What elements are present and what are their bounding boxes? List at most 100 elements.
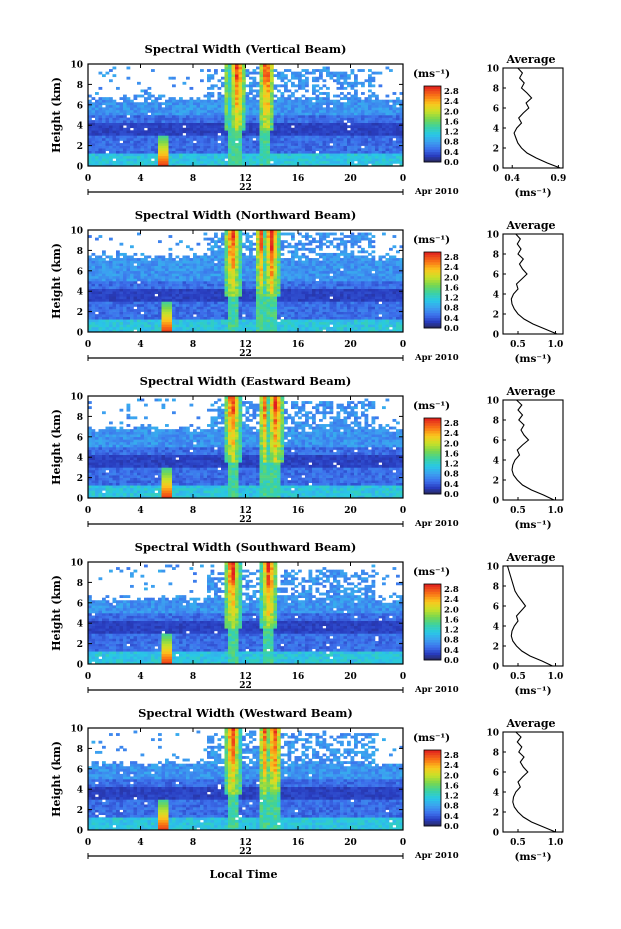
heatmap-cell bbox=[256, 66, 260, 70]
heatmap-cell bbox=[294, 153, 299, 157]
heatmap-cell bbox=[252, 263, 257, 266]
heatmap-cell bbox=[165, 319, 169, 323]
heatmap-cell bbox=[238, 230, 243, 233]
heatmap-cell bbox=[312, 120, 316, 123]
heatmap-cell bbox=[105, 268, 110, 272]
heatmap-cell bbox=[256, 153, 260, 157]
heatmap-cell bbox=[161, 122, 166, 126]
heatmap-cell bbox=[270, 278, 274, 282]
heatmap-cell bbox=[364, 145, 369, 149]
heatmap-cell bbox=[105, 127, 110, 131]
heatmap-cell bbox=[158, 97, 162, 100]
heatmap-cell bbox=[245, 329, 250, 333]
heatmap-cell bbox=[256, 122, 260, 126]
heatmap-cell bbox=[242, 158, 246, 162]
heatmap-cell bbox=[165, 275, 169, 279]
heatmap-cell bbox=[336, 148, 341, 151]
heatmap-cell bbox=[158, 102, 162, 106]
heatmap-cell bbox=[196, 265, 201, 269]
heatmap-cell bbox=[259, 270, 264, 274]
heatmap-cell bbox=[368, 143, 372, 146]
heatmap-cell bbox=[228, 275, 232, 279]
heatmap-cell bbox=[126, 263, 131, 266]
heatmap-cell bbox=[298, 125, 302, 129]
heatmap-cell bbox=[263, 130, 267, 134]
heatmap-cell bbox=[123, 143, 127, 146]
heatmap-cell bbox=[319, 117, 323, 121]
heatmap-cell bbox=[154, 260, 159, 264]
heatmap-cell bbox=[256, 278, 260, 282]
heatmap-cell bbox=[189, 265, 194, 269]
heatmap-cell bbox=[221, 76, 225, 80]
heatmap-cell bbox=[259, 150, 264, 154]
heatmap-cell bbox=[137, 81, 141, 85]
heatmap-cell bbox=[291, 71, 295, 75]
heatmap-cell bbox=[389, 155, 393, 159]
heatmap-cell bbox=[256, 273, 260, 277]
heatmap-cell bbox=[270, 89, 274, 93]
heatmap-cell bbox=[266, 153, 271, 157]
heatmap-cell bbox=[151, 69, 155, 72]
heatmap-cell bbox=[256, 230, 260, 233]
heatmap-cell bbox=[210, 115, 215, 118]
heatmap-cell bbox=[315, 99, 320, 103]
heatmap-cell bbox=[301, 301, 306, 305]
heatmap-cell bbox=[266, 89, 271, 93]
profile-title: Average bbox=[505, 53, 555, 66]
heatmap-cell bbox=[210, 143, 215, 146]
heatmap-cell bbox=[396, 122, 400, 126]
heatmap-cell bbox=[375, 115, 379, 118]
heatmap-cell bbox=[340, 120, 344, 123]
colorbar-swatch bbox=[424, 116, 441, 120]
heatmap-cell bbox=[203, 260, 208, 264]
heatmap-cell bbox=[266, 258, 271, 261]
heatmap-cell bbox=[238, 160, 243, 164]
heatmap-cell bbox=[371, 153, 376, 157]
heatmap-cell bbox=[112, 273, 117, 277]
heatmap-cell bbox=[102, 153, 106, 157]
heatmap-cell bbox=[266, 163, 271, 167]
heatmap-cell bbox=[203, 286, 208, 289]
heatmap-cell bbox=[252, 306, 257, 310]
heatmap-cell bbox=[203, 150, 208, 154]
heatmap-cell bbox=[130, 260, 134, 264]
heatmap-cell bbox=[252, 319, 257, 323]
heatmap-cell bbox=[147, 265, 152, 269]
heatmap-cell bbox=[228, 148, 232, 151]
heatmap-cell bbox=[144, 104, 148, 108]
heatmap-cell bbox=[91, 102, 96, 106]
heatmap-cell bbox=[189, 270, 194, 274]
heatmap-cell bbox=[109, 135, 113, 139]
heatmap-cell bbox=[326, 69, 330, 72]
heatmap-cell bbox=[154, 301, 159, 305]
heatmap-cell bbox=[154, 97, 159, 100]
heatmap-cell bbox=[273, 291, 278, 295]
heatmap-cell bbox=[245, 112, 250, 116]
heatmap-cell bbox=[144, 109, 148, 113]
heatmap-cell bbox=[175, 115, 180, 118]
heatmap-cell bbox=[378, 127, 383, 131]
heatmap-cell bbox=[371, 99, 376, 103]
heatmap-cell bbox=[322, 132, 327, 136]
heatmap-cell bbox=[140, 291, 145, 295]
heatmap-cell bbox=[270, 132, 274, 136]
heatmap-cell bbox=[294, 311, 299, 315]
heatmap-cell bbox=[305, 137, 309, 141]
heatmap-cell bbox=[329, 112, 334, 116]
heatmap-cell bbox=[105, 130, 110, 134]
heatmap-cell bbox=[301, 245, 306, 249]
heatmap-cell bbox=[336, 122, 341, 126]
heatmap-cell bbox=[280, 240, 285, 244]
heatmap-cell bbox=[102, 135, 106, 139]
heatmap-cell bbox=[189, 163, 194, 167]
heatmap-cell bbox=[98, 283, 103, 287]
heatmap-cell bbox=[126, 145, 131, 149]
heatmap-cell bbox=[378, 112, 383, 116]
heatmap-cell bbox=[298, 97, 302, 100]
heatmap-cell bbox=[308, 102, 313, 106]
heatmap-cell bbox=[368, 145, 372, 149]
heatmap-cell bbox=[301, 319, 306, 323]
heatmap-cell bbox=[347, 109, 351, 113]
heatmap-cell bbox=[228, 137, 232, 141]
heatmap-cell bbox=[273, 278, 278, 282]
